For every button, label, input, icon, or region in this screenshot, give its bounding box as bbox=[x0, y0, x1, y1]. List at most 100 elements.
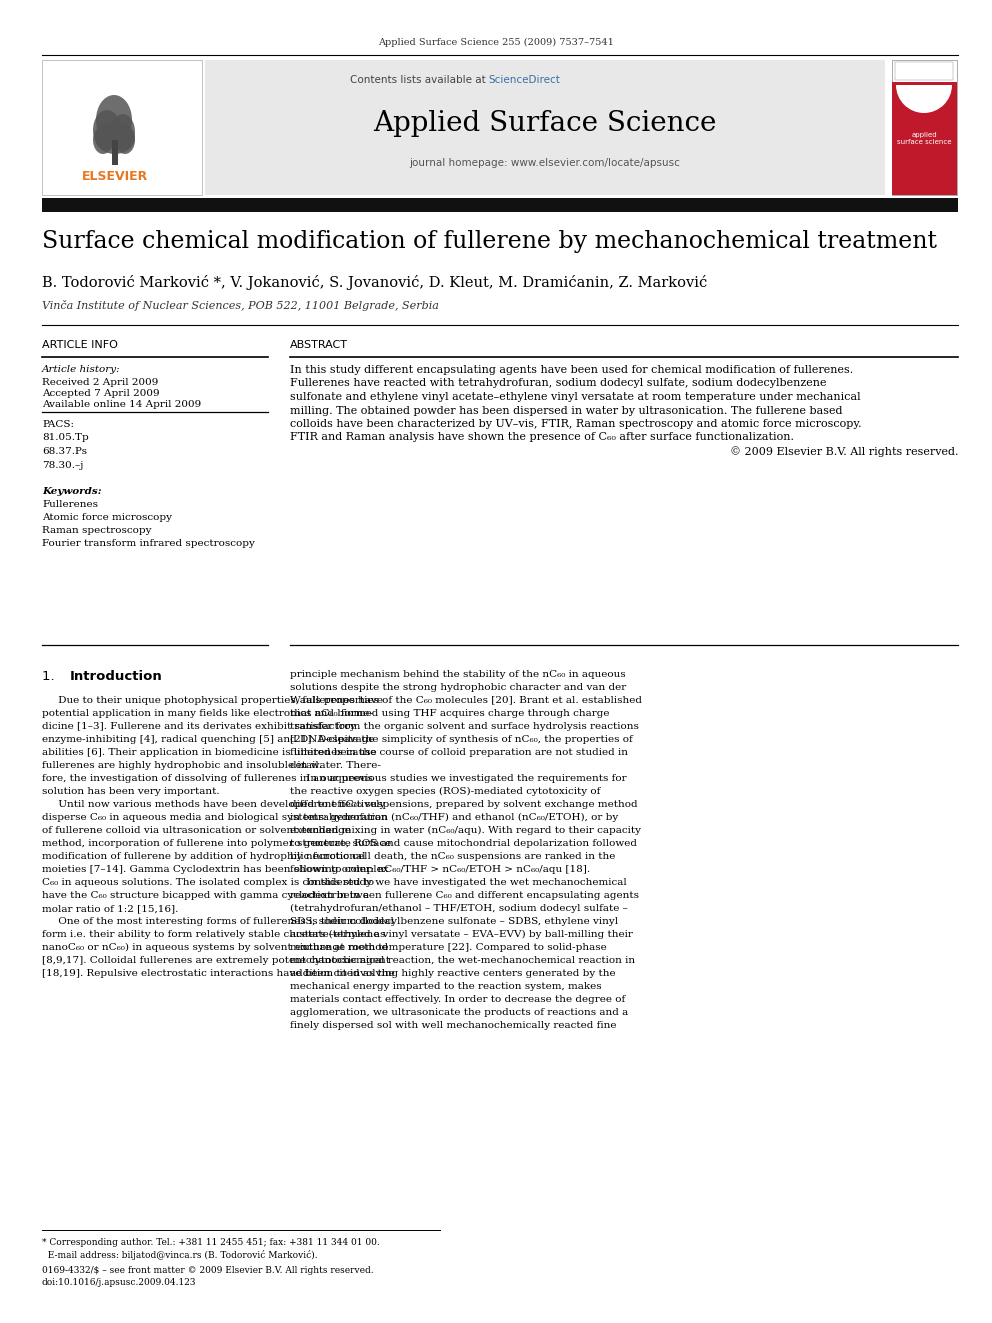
Text: abilities [6]. Their application in biomedicine is limited because: abilities [6]. Their application in biom… bbox=[42, 747, 377, 757]
Text: 78.30.–j: 78.30.–j bbox=[42, 460, 83, 470]
Text: principle mechanism behind the stability of the nC₆₀ in aqueous: principle mechanism behind the stability… bbox=[290, 669, 626, 679]
Text: fullerenes in the course of colloid preparation are not studied in: fullerenes in the course of colloid prep… bbox=[290, 747, 628, 757]
Text: of fullerene colloid via ultrasonication or solvent exchange: of fullerene colloid via ultrasonication… bbox=[42, 826, 351, 835]
Text: moieties [7–14]. Gamma Cyclodextrin has been shown to complex: moieties [7–14]. Gamma Cyclodextrin has … bbox=[42, 865, 389, 875]
Text: © 2009 Elsevier B.V. All rights reserved.: © 2009 Elsevier B.V. All rights reserved… bbox=[729, 446, 958, 456]
Bar bbox=[42, 198, 958, 212]
Text: Fullerenes have reacted with tetrahydrofuran, sodium dodecyl sulfate, sodium dod: Fullerenes have reacted with tetrahydrof… bbox=[290, 378, 826, 389]
Text: ScienceDirect: ScienceDirect bbox=[488, 75, 559, 85]
Text: nanoC₆₀ or nC₆₀) in aqueous systems by solvent exchange method: nanoC₆₀ or nC₆₀) in aqueous systems by s… bbox=[42, 943, 388, 953]
Text: sulfonate and ethylene vinyl acetate–ethylene vinyl versatate at room temperatur: sulfonate and ethylene vinyl acetate–eth… bbox=[290, 392, 861, 402]
Ellipse shape bbox=[96, 95, 132, 146]
Text: enzyme-inhibiting [4], radical quenching [5] and DNA-cleavage: enzyme-inhibiting [4], radical quenching… bbox=[42, 736, 375, 744]
Text: acetate–ethylene vinyl versatate – EVA–EVV) by ball-milling their: acetate–ethylene vinyl versatate – EVA–E… bbox=[290, 930, 633, 939]
Text: Applied Surface Science 255 (2009) 7537–7541: Applied Surface Science 255 (2009) 7537–… bbox=[378, 38, 614, 48]
Text: Waals properties of the C₆₀ molecules [20]. Brant et al. established: Waals properties of the C₆₀ molecules [2… bbox=[290, 696, 642, 705]
Wedge shape bbox=[896, 85, 952, 112]
Bar bbox=[895, 62, 953, 79]
Text: doi:10.1016/j.apsusc.2009.04.123: doi:10.1016/j.apsusc.2009.04.123 bbox=[42, 1278, 196, 1287]
Text: ELSEVIER: ELSEVIER bbox=[82, 169, 148, 183]
Text: transfer from the organic solvent and surface hydrolysis reactions: transfer from the organic solvent and su… bbox=[290, 722, 639, 732]
Text: [21]. Despite the simplicity of synthesis of nC₆₀, the properties of: [21]. Despite the simplicity of synthesi… bbox=[290, 736, 633, 744]
Text: solution has been very important.: solution has been very important. bbox=[42, 787, 219, 796]
Text: mechanochemical reaction, the wet-mechanochemical reaction in: mechanochemical reaction, the wet-mechan… bbox=[290, 957, 635, 964]
Text: colloids have been characterized by UV–vis, FTIR, Raman spectroscopy and atomic : colloids have been characterized by UV–v… bbox=[290, 419, 862, 429]
Text: 81.05.Tp: 81.05.Tp bbox=[42, 433, 88, 442]
Ellipse shape bbox=[111, 114, 135, 149]
Text: reaction between fullerene C₆₀ and different encapsulating agents: reaction between fullerene C₆₀ and diffe… bbox=[290, 890, 639, 900]
Text: Available online 14 April 2009: Available online 14 April 2009 bbox=[42, 400, 201, 409]
Text: * Corresponding author. Tel.: +381 11 2455 451; fax: +381 11 344 01 00.: * Corresponding author. Tel.: +381 11 24… bbox=[42, 1238, 380, 1248]
Text: different nC₆₀ suspensions, prepared by solvent exchange method: different nC₆₀ suspensions, prepared by … bbox=[290, 800, 638, 808]
Text: to generate ROS and cause mitochondrial depolarization followed: to generate ROS and cause mitochondrial … bbox=[290, 839, 637, 848]
Text: the reactive oxygen species (ROS)-mediated cytotoxicity of: the reactive oxygen species (ROS)-mediat… bbox=[290, 787, 600, 796]
Text: E-mail address: biljatod@vinca.rs (B. Todorović Marković).: E-mail address: biljatod@vinca.rs (B. To… bbox=[42, 1250, 317, 1259]
Text: FTIR and Raman analysis have shown the presence of C₆₀ after surface functionali: FTIR and Raman analysis have shown the p… bbox=[290, 433, 794, 442]
Bar bbox=[42, 60, 202, 194]
Text: B. Todorović Marković *, V. Jokanović, S. Jovanović, D. Kleut, M. Dramićanin, Z.: B. Todorović Marković *, V. Jokanović, S… bbox=[42, 275, 707, 290]
Text: milling. The obtained powder has been dispersed in water by ultrasonication. The: milling. The obtained powder has been di… bbox=[290, 406, 842, 415]
Text: following order: nC₆₀/THF > nC₆₀/ETOH > nC₆₀/aqu [18].: following order: nC₆₀/THF > nC₆₀/ETOH > … bbox=[290, 865, 590, 875]
Text: extended mixing in water (nC₆₀/aqu). With regard to their capacity: extended mixing in water (nC₆₀/aqu). Wit… bbox=[290, 826, 641, 835]
Text: in tetrahydrofuran (nC₆₀/THF) and ethanol (nC₆₀/ETOH), or by: in tetrahydrofuran (nC₆₀/THF) and ethano… bbox=[290, 814, 618, 822]
Text: [8,9,17]. Colloidal fullerenes are extremely potent cytotoxic agent: [8,9,17]. Colloidal fullerenes are extre… bbox=[42, 957, 390, 964]
Text: Surface chemical modification of fullerene by mechanochemical treatment: Surface chemical modification of fullere… bbox=[42, 230, 937, 253]
Text: that nC₆₀ formed using THF acquires charge through charge: that nC₆₀ formed using THF acquires char… bbox=[290, 709, 609, 718]
Text: mixture at room temperature [22]. Compared to solid-phase: mixture at room temperature [22]. Compar… bbox=[290, 943, 607, 953]
Text: 68.37.Ps: 68.37.Ps bbox=[42, 447, 87, 456]
Text: modification of fullerene by addition of hydrophilic functional: modification of fullerene by addition of… bbox=[42, 852, 365, 861]
Text: Received 2 April 2009: Received 2 April 2009 bbox=[42, 378, 159, 388]
Text: One of the most interesting forms of fullerenes is their colloidal: One of the most interesting forms of ful… bbox=[42, 917, 394, 926]
Ellipse shape bbox=[93, 110, 121, 149]
Text: Vinča Institute of Nuclear Sciences, POB 522, 11001 Belgrade, Serbia: Vinča Institute of Nuclear Sciences, POB… bbox=[42, 300, 438, 311]
Text: Raman spectroscopy: Raman spectroscopy bbox=[42, 527, 152, 534]
Text: addition to involving highly reactive centers generated by the: addition to involving highly reactive ce… bbox=[290, 968, 616, 978]
Text: materials contact effectively. In order to decrease the degree of: materials contact effectively. In order … bbox=[290, 995, 625, 1004]
Bar bbox=[112, 140, 118, 165]
Text: PACS:: PACS: bbox=[42, 419, 74, 429]
Text: by necrotic cell death, the nC₆₀ suspensions are ranked in the: by necrotic cell death, the nC₆₀ suspens… bbox=[290, 852, 615, 861]
Text: finely dispersed sol with well mechanochemically reacted fine: finely dispersed sol with well mechanoch… bbox=[290, 1021, 616, 1031]
Text: method, incorporation of fullerene into polymer structure, surface: method, incorporation of fullerene into … bbox=[42, 839, 391, 848]
Ellipse shape bbox=[115, 126, 135, 153]
Text: Fourier transform infrared spectroscopy: Fourier transform infrared spectroscopy bbox=[42, 538, 255, 548]
Text: molar ratio of 1:2 [15,16].: molar ratio of 1:2 [15,16]. bbox=[42, 904, 179, 913]
Text: Applied Surface Science: Applied Surface Science bbox=[373, 110, 716, 138]
Text: fore, the investigation of dissolving of fullerenes in an aqueous: fore, the investigation of dissolving of… bbox=[42, 774, 373, 783]
Text: Article history:: Article history: bbox=[42, 365, 121, 374]
Text: potential application in many fields like electronics and biome-: potential application in many fields lik… bbox=[42, 709, 373, 718]
Text: 1.: 1. bbox=[42, 669, 63, 683]
Text: applied
surface science: applied surface science bbox=[897, 132, 951, 146]
Bar bbox=[205, 60, 885, 194]
Text: Keywords:: Keywords: bbox=[42, 487, 101, 496]
Text: form i.e. their ability to form relatively stable clusters (termed as: form i.e. their ability to form relative… bbox=[42, 930, 385, 939]
Text: agglomeration, we ultrasonicate the products of reactions and a: agglomeration, we ultrasonicate the prod… bbox=[290, 1008, 628, 1017]
Text: Contents lists available at: Contents lists available at bbox=[350, 75, 486, 85]
Text: (tetrahydrofuran/ethanol – THF/ETOH, sodium dodecyl sulfate –: (tetrahydrofuran/ethanol – THF/ETOH, sod… bbox=[290, 904, 628, 913]
Text: 0169-4332/$ – see front matter © 2009 Elsevier B.V. All rights reserved.: 0169-4332/$ – see front matter © 2009 El… bbox=[42, 1266, 374, 1275]
Text: ARTICLE INFO: ARTICLE INFO bbox=[42, 340, 118, 351]
Text: [18,19]. Repulsive electrostatic interactions have been cited as the: [18,19]. Repulsive electrostatic interac… bbox=[42, 968, 395, 978]
Text: Until now various methods have been developed to effectively: Until now various methods have been deve… bbox=[42, 800, 385, 808]
Text: disperse C₆₀ in aqueous media and biological systems: generation: disperse C₆₀ in aqueous media and biolog… bbox=[42, 814, 388, 822]
Text: In this study different encapsulating agents have been used for chemical modific: In this study different encapsulating ag… bbox=[290, 365, 853, 374]
Text: Due to their unique photophysical properties, fullerenes have: Due to their unique photophysical proper… bbox=[42, 696, 383, 705]
Text: ABSTRACT: ABSTRACT bbox=[290, 340, 348, 351]
Ellipse shape bbox=[93, 126, 113, 153]
Text: Accepted 7 April 2009: Accepted 7 April 2009 bbox=[42, 389, 160, 398]
Text: journal homepage: www.elsevier.com/locate/apsusc: journal homepage: www.elsevier.com/locat… bbox=[410, 157, 681, 168]
Text: mechanical energy imparted to the reaction system, makes: mechanical energy imparted to the reacti… bbox=[290, 982, 601, 991]
Text: C₆₀ in aqueous solutions. The isolated complex is considered to: C₆₀ in aqueous solutions. The isolated c… bbox=[42, 878, 374, 886]
Text: In this study we have investigated the wet mechanochemical: In this study we have investigated the w… bbox=[290, 878, 627, 886]
Bar bbox=[892, 82, 957, 194]
Text: SDS, sodium dodecylbenzene sulfonate – SDBS, ethylene vinyl: SDS, sodium dodecylbenzene sulfonate – S… bbox=[290, 917, 618, 926]
Text: In our previous studies we investigated the requirements for: In our previous studies we investigated … bbox=[290, 774, 627, 783]
Ellipse shape bbox=[95, 122, 135, 153]
Text: fullerenes are highly hydrophobic and insoluble in water. There-: fullerenes are highly hydrophobic and in… bbox=[42, 761, 381, 770]
Text: dicine [1–3]. Fullerene and its derivates exhibit satisfactory: dicine [1–3]. Fullerene and its derivate… bbox=[42, 722, 356, 732]
Bar bbox=[892, 60, 957, 194]
Text: Fullerenes: Fullerenes bbox=[42, 500, 98, 509]
Text: have the C₆₀ structure bicapped with gamma cyclodextrin in a: have the C₆₀ structure bicapped with gam… bbox=[42, 890, 369, 900]
Text: Atomic force microscopy: Atomic force microscopy bbox=[42, 513, 172, 523]
Text: detail.: detail. bbox=[290, 761, 323, 770]
